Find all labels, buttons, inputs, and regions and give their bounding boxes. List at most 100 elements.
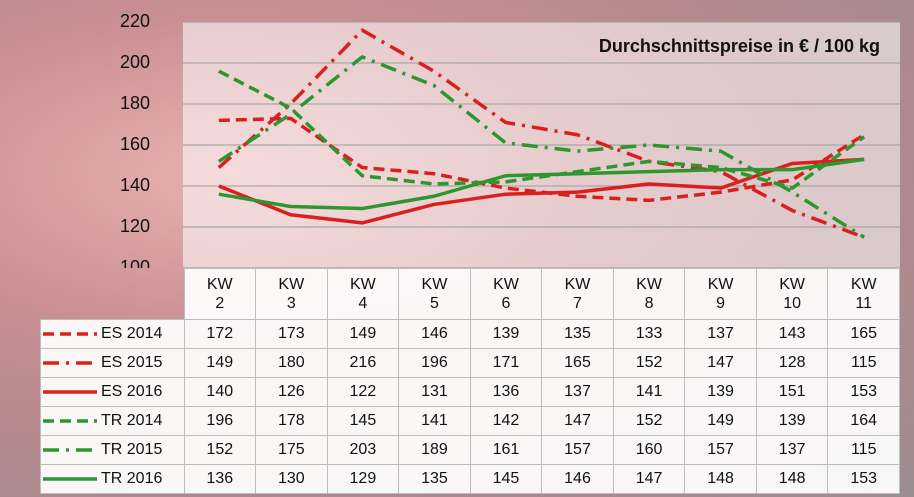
y-tick-label: 140: [120, 175, 150, 195]
data-table: KW 2 KW 3 KW 4 KW 5 KW 6 KW 7 KW 8 KW 9 KW 10 KW …: [40, 268, 900, 494]
y-tick-label: 160: [120, 134, 150, 154]
legend-swatch: [43, 332, 97, 336]
legend-entry: TR 2016: [40, 464, 185, 494]
series-line: [217, 55, 866, 239]
legend-swatch: [43, 448, 97, 452]
value-cell: 137: [541, 377, 614, 407]
data-row: ES 2015 149 180 216 196 171 165 152 147 128 115: [40, 348, 900, 378]
value-cell: 130: [255, 464, 328, 494]
value-cell: 136: [469, 377, 543, 407]
value-cell: 175: [255, 435, 328, 465]
value-cell: 140: [183, 377, 257, 407]
value-cell: 141: [398, 406, 471, 436]
value-cell: 160: [612, 435, 686, 465]
legend-entry: ES 2014: [40, 319, 185, 349]
data-row: TR 2014 196 178 145 141 142 147 152 149 139 164: [40, 406, 900, 436]
value-cell: 146: [541, 464, 614, 494]
x-tick-label: KW 5: [398, 268, 471, 320]
legend-entry: ES 2015: [40, 348, 185, 378]
x-tick-label: KW 10: [755, 268, 829, 320]
value-cell: 216: [326, 348, 400, 378]
value-cell: 126: [255, 377, 328, 407]
value-cell: 153: [827, 464, 900, 494]
legend-entry: TR 2014: [40, 406, 185, 436]
value-cell: 147: [684, 348, 757, 378]
series-line: [218, 69, 866, 190]
x-tick-label: KW 9: [684, 268, 757, 320]
value-cell: 147: [612, 464, 686, 494]
x-tick-label: KW 7: [541, 268, 614, 320]
data-row: ES 2016 140 126 122 131 136 137 141 139 151 153: [40, 377, 900, 407]
value-cell: 141: [612, 377, 686, 407]
x-tick-label: KW 6: [469, 268, 543, 320]
value-cell: 152: [612, 348, 686, 378]
legend-label: ES 2015: [101, 354, 163, 371]
value-cell: 152: [183, 435, 257, 465]
value-cell: 157: [541, 435, 614, 465]
value-cell: 189: [398, 435, 471, 465]
value-cell: 180: [255, 348, 328, 378]
y-tick-label: 220: [120, 11, 150, 31]
value-cell: 128: [755, 348, 829, 378]
value-cell: 172: [183, 319, 257, 349]
legend-swatch: [43, 361, 97, 365]
y-tick-label: 200: [120, 52, 150, 72]
value-cell: 171: [469, 348, 543, 378]
value-cell: 143: [755, 319, 829, 349]
value-cell: 137: [684, 319, 757, 349]
legend-entry: ES 2016: [40, 377, 185, 407]
value-cell: 157: [684, 435, 757, 465]
value-cell: 146: [398, 319, 471, 349]
value-cell: 173: [255, 319, 328, 349]
legend-label: TR 2016: [101, 470, 163, 487]
value-cell: 164: [827, 406, 900, 436]
y-tick-label: 100: [120, 257, 150, 268]
value-cell: 152: [612, 406, 686, 436]
value-cell: 142: [469, 406, 543, 436]
value-cell: 137: [755, 435, 829, 465]
legend-entry: TR 2015: [40, 435, 185, 465]
value-cell: 133: [612, 319, 686, 349]
value-cell: 139: [469, 319, 543, 349]
value-cell: 151: [755, 377, 829, 407]
value-cell: 129: [326, 464, 400, 494]
value-cell: 139: [755, 406, 829, 436]
x-tick-label: KW 3: [255, 268, 328, 320]
x-tick-label: KW 4: [326, 268, 400, 320]
chart-title: Durchschnittspreise in € / 100 kg: [599, 36, 880, 56]
value-cell: 165: [827, 319, 900, 349]
value-cell: 178: [255, 406, 328, 436]
series-line: [217, 28, 865, 239]
y-tick-label: 180: [120, 93, 150, 113]
value-cell: 153: [827, 377, 900, 407]
value-cell: 196: [398, 348, 471, 378]
data-row: TR 2016 136 130 129 135 145 146 147 148 148 153: [40, 464, 900, 494]
value-cell: 149: [183, 348, 257, 378]
value-cell: 145: [326, 406, 400, 436]
data-row: TR 2015 152 175 203 189 161 157 160 157 137 115: [40, 435, 900, 465]
value-cell: 135: [398, 464, 471, 494]
value-cell: 203: [326, 435, 400, 465]
series-line: [218, 157, 865, 211]
data-row: ES 2014 172 173 149 146 139 135 133 137 143 165: [40, 319, 900, 349]
value-cell: 196: [183, 406, 257, 436]
value-cell: 149: [684, 406, 757, 436]
value-cell: 122: [326, 377, 400, 407]
value-cell: 148: [755, 464, 829, 494]
value-cell: 115: [827, 348, 900, 378]
legend-label: TR 2015: [101, 441, 163, 458]
value-cell: 135: [541, 319, 614, 349]
value-cell: 131: [398, 377, 471, 407]
value-cell: 149: [326, 319, 400, 349]
y-tick-label: 120: [120, 216, 150, 236]
legend-label: ES 2016: [101, 383, 163, 400]
legend-label: TR 2014: [101, 412, 163, 429]
value-cell: 115: [827, 435, 900, 465]
legend-swatch: [43, 419, 97, 423]
legend-swatch: [43, 477, 97, 481]
chart: Durchschnittspreise in € / 100 kg 100 120…: [120, 11, 900, 268]
x-tick-label: KW 11: [827, 268, 900, 320]
value-cell: 148: [684, 464, 757, 494]
header-row: KW 2 KW 3 KW 4 KW 5 KW 6 KW 7 KW 8 KW 9 KW 10 KW …: [41, 268, 900, 320]
